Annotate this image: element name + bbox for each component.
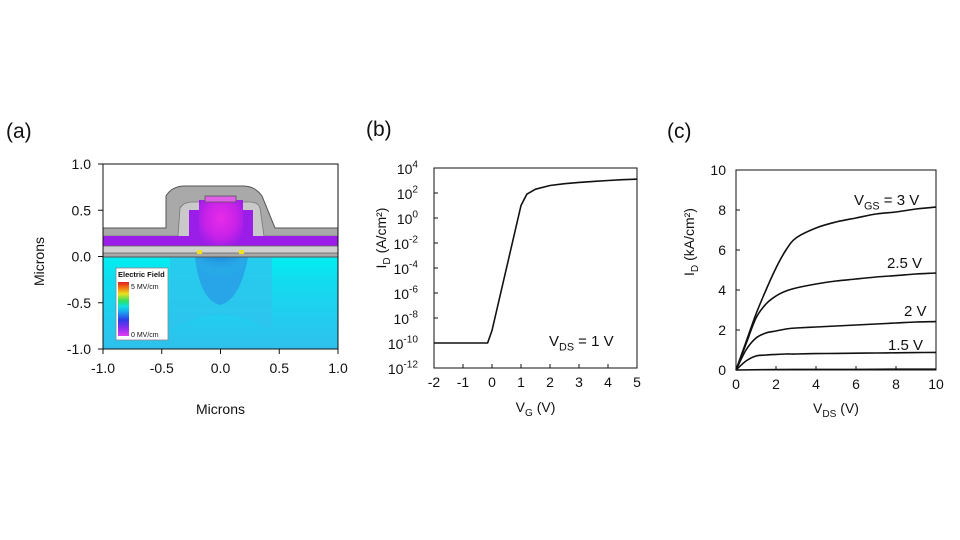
x-tick-label: 0 [732, 376, 740, 392]
y-tick-label: 1.0 [72, 156, 92, 172]
x-axis-label: VDS (V) [813, 400, 859, 420]
colorbar-max-label: 5 MV/cm [131, 284, 159, 291]
panel-c-chart: 0 2 4 6 8 10 0 2 4 6 8 10 VGS = 3 V 2.5 V 2 V 1.5 V VDS … [681, 162, 944, 420]
panel-label-c: (c) [667, 120, 692, 143]
gate-oxide [103, 245, 338, 254]
gate-cap [204, 195, 237, 203]
series-label-2: 2 V [904, 303, 927, 320]
y-tick-label: 4 [718, 282, 726, 298]
x-tick-label: 0 [488, 374, 496, 390]
gate-right-field [253, 236, 338, 246]
panel-a-chart: Electric Field 5 MV/cm 0 MV/cm -1.0 -0.5 0… [31, 156, 348, 417]
series-label-1: 2.5 V [887, 255, 922, 272]
series-line-id-vg [434, 178, 638, 344]
y-tick-label: 10-8 [393, 310, 418, 327]
x-tick-label: 3 [575, 374, 583, 390]
y-tick-label: 8 [718, 202, 726, 218]
series-line-2 [735, 320, 937, 371]
x-tick-label: 4 [604, 374, 612, 390]
spacer-left-field [189, 210, 199, 246]
x-tick-label: -1 [457, 374, 470, 390]
x-axis-label: VG (V) [516, 399, 556, 419]
x-tick-label: 5 [633, 374, 641, 390]
y-tick-label: 0 [718, 362, 726, 378]
colorbar [118, 282, 129, 336]
y-tick-label: 104 [397, 160, 419, 177]
x-tick-label: 2 [772, 376, 780, 392]
series-line-1 [735, 272, 937, 371]
series-line-3 [735, 351, 937, 371]
series-line-4 [735, 368, 936, 371]
x-tick-label: -2 [428, 374, 441, 390]
x-tick-label: -0.5 [150, 360, 174, 376]
gate-left-field [103, 236, 189, 246]
y-tick-label: 102 [397, 185, 419, 202]
y-axis-label: Microns [31, 237, 47, 286]
x-tick-label: 1.0 [328, 360, 348, 376]
hotspot-left [197, 250, 202, 254]
x-tick-label: 0.0 [211, 360, 231, 376]
y-tick-label: 10-2 [393, 235, 418, 252]
x-axis-label: Microns [196, 401, 245, 417]
y-tick-label: 10-6 [393, 285, 418, 302]
y-tick-label: 10-4 [393, 260, 418, 277]
series-label-3: 1.5 V [888, 337, 923, 354]
panel-label-a: (a) [6, 120, 32, 143]
x-tick-label: 10 [928, 376, 944, 392]
x-tick-label: 8 [892, 376, 900, 392]
y-tick-label: -1.0 [67, 341, 91, 357]
y-axis-label: ID (kA/cm²) [681, 208, 701, 276]
x-tick-label: 1 [517, 374, 525, 390]
y-tick-label: -0.5 [67, 295, 91, 311]
hotspot-right [239, 250, 244, 254]
y-axis-label: ID (A/cm²) [373, 208, 393, 269]
series-line-0 [735, 206, 937, 371]
x-tick-label: 4 [812, 376, 820, 392]
y-tick-label: 100 [397, 210, 419, 227]
series-label-0: VGS = 3 V [854, 192, 919, 213]
colorbar-title: Electric Field [118, 270, 165, 279]
annotation-vds: VDS = 1 V [549, 333, 614, 354]
x-tick-label: 0.5 [270, 360, 290, 376]
x-tick-label: 6 [852, 376, 860, 392]
y-tick-label: 0.0 [72, 249, 92, 265]
y-tick-label: 6 [718, 242, 726, 258]
x-tick-label: -1.0 [91, 360, 115, 376]
spacer-right-field [243, 210, 253, 246]
x-tick-label: 2 [546, 374, 554, 390]
y-tick-label: 0.5 [72, 202, 92, 218]
colorbar-min-label: 0 MV/cm [131, 332, 159, 339]
panel-a-axes: -1.0 -0.5 0.0 0.5 1.0 1.0 0.5 0.0 -0.5 -1.0 Micron… [31, 156, 348, 417]
panel-label-b: (b) [366, 118, 392, 141]
device-cross-section: Electric Field 5 MV/cm 0 MV/cm [103, 164, 338, 349]
y-tick-label: 10-10 [388, 335, 419, 352]
y-tick-label: 2 [718, 322, 726, 338]
gate-core [199, 200, 243, 252]
panel-b-chart: -2 -1 0 1 2 3 4 5 104 102 100 10-2 10-4 10-6 10-8 10-10… [373, 160, 641, 420]
y-tick-label: 10 [710, 162, 726, 178]
y-tick-label: 10-12 [388, 360, 419, 377]
